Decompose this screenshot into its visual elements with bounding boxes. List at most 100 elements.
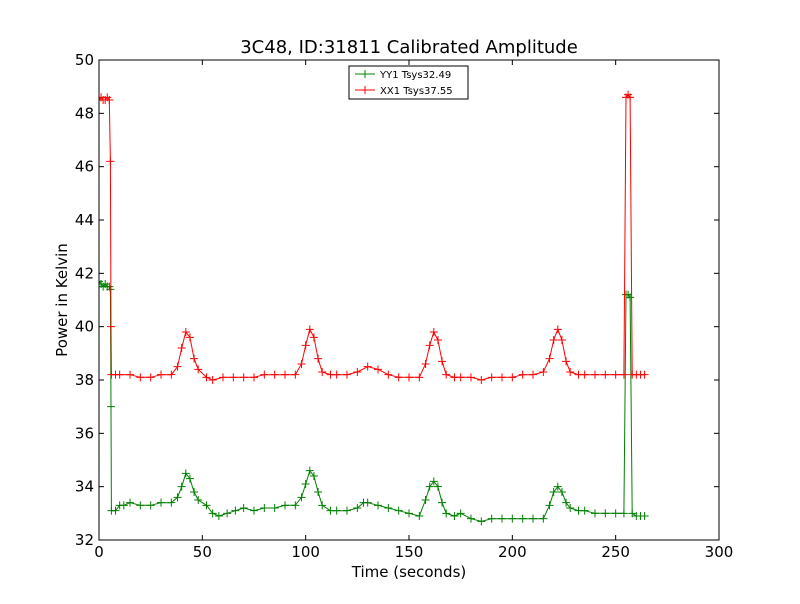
data-point: [562, 357, 571, 366]
data-point: [111, 506, 120, 515]
data-point: [173, 362, 182, 371]
data-point: [601, 370, 610, 379]
x-tick-label: 150: [395, 543, 424, 561]
data-point: [429, 328, 438, 336]
data-point: [194, 365, 203, 374]
y-tick-label: 38: [75, 371, 94, 389]
data-point: [549, 488, 558, 496]
data-point: [421, 360, 430, 368]
y-axis-label: Power in Kelvin: [53, 243, 71, 357]
data-point: [194, 496, 203, 504]
y-tick-label: 48: [75, 104, 94, 122]
data-point: [438, 498, 447, 507]
data-point: [181, 469, 190, 478]
data-point: [626, 293, 635, 302]
data-point: [562, 498, 571, 507]
data-point: [106, 157, 115, 166]
y-tick-label: 46: [75, 158, 94, 176]
data-point: [314, 488, 323, 496]
y-tick-label: 36: [75, 424, 94, 442]
data-point: [190, 488, 199, 496]
data-point: [250, 506, 258, 515]
legend-marker: [361, 70, 369, 78]
data-point: [467, 514, 475, 523]
chart-title: 3C48, ID:31811 Calibrated Amplitude: [240, 37, 578, 58]
data-point: [518, 370, 527, 379]
data-point: [518, 514, 527, 523]
data-point: [425, 341, 434, 350]
series-markers: [99, 277, 649, 526]
data-point: [591, 509, 599, 518]
data-point: [250, 373, 258, 382]
data-point: [229, 373, 238, 382]
data-point: [539, 368, 548, 376]
data-point: [628, 509, 637, 518]
x-tick-label: 100: [291, 543, 320, 561]
data-point: [498, 373, 506, 382]
data-point: [384, 370, 393, 379]
data-point: [549, 336, 558, 344]
data-point: [415, 373, 424, 382]
data-point: [106, 402, 115, 411]
data-point: [208, 376, 217, 384]
data-point: [190, 354, 199, 363]
data-point: [309, 472, 318, 480]
x-tick-label: 0: [94, 543, 104, 561]
legend-marker: [361, 86, 369, 94]
data-point: [297, 360, 306, 368]
data-point: [467, 373, 475, 382]
x-tick-label: 200: [498, 543, 527, 561]
data-point: [281, 501, 289, 510]
data-point: [223, 509, 232, 518]
data-point: [640, 512, 649, 520]
data-point: [214, 512, 223, 520]
data-point: [157, 370, 165, 379]
x-tick-label: 300: [705, 543, 734, 561]
data-point: [301, 480, 310, 488]
plot-layer: [99, 90, 649, 526]
data-point: [185, 474, 194, 483]
data-point: [566, 504, 575, 512]
y-tick-label: 50: [75, 51, 94, 69]
data-point: [231, 506, 240, 515]
data-point: [487, 373, 496, 382]
data-point: [442, 370, 451, 379]
data-point: [219, 373, 227, 382]
data-point: [611, 509, 620, 518]
data-point: [611, 370, 620, 379]
data-point: [456, 373, 465, 382]
data-point: [619, 370, 628, 379]
data-point: [343, 506, 351, 515]
x-tick-label: 250: [601, 543, 630, 561]
data-point: [260, 370, 269, 379]
y-tick-label: 34: [75, 478, 94, 496]
data-point: [529, 514, 537, 523]
data-point: [429, 477, 438, 486]
data-point: [557, 488, 566, 496]
data-point: [136, 373, 145, 382]
data-point: [433, 336, 442, 344]
data-point: [394, 506, 403, 515]
legend-label: YY1 Tsys32.49: [379, 70, 451, 81]
data-point: [591, 370, 599, 379]
data-point: [384, 504, 393, 512]
data-point: [202, 501, 211, 510]
data-point: [601, 509, 610, 518]
data-point: [157, 498, 165, 507]
data-point: [508, 373, 517, 382]
data-point: [260, 504, 269, 512]
data-point: [553, 482, 562, 491]
y-tick-label: 32: [75, 531, 94, 549]
data-point: [318, 501, 327, 510]
data-point: [239, 504, 248, 512]
data-point: [580, 370, 589, 379]
data-point: [566, 368, 575, 376]
data-point: [450, 512, 459, 520]
data-point: [270, 370, 279, 379]
data-point: [167, 370, 176, 379]
data-point: [374, 501, 382, 510]
y-tick-label: 40: [75, 318, 94, 336]
